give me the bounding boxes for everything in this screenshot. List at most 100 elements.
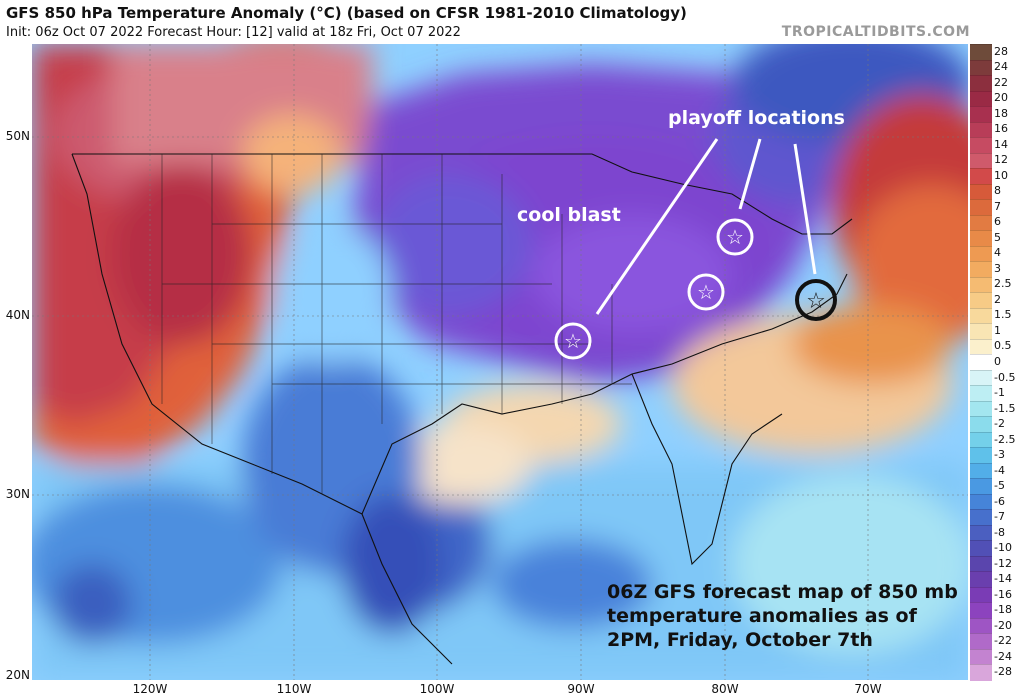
legend-label: 1 xyxy=(994,323,1001,337)
legend-label: -2 xyxy=(994,417,1005,431)
legend-swatch xyxy=(970,230,992,247)
legend-swatch xyxy=(970,152,992,170)
svg-text:☆: ☆ xyxy=(806,289,826,314)
marker-st-louis: ☆ xyxy=(554,322,592,360)
legend-label: -2.5 xyxy=(994,432,1016,446)
legend-swatch xyxy=(970,168,992,185)
legend-label: 16 xyxy=(994,122,1008,136)
svg-text:☆: ☆ xyxy=(564,329,582,353)
legend-label: -18 xyxy=(994,603,1012,617)
lat-label-40n: 40N xyxy=(5,308,30,322)
legend-swatch xyxy=(970,633,992,650)
legend-swatch xyxy=(970,416,992,433)
playoff-locations-label: playoff locations xyxy=(668,107,845,129)
legend-label: -6 xyxy=(994,494,1005,508)
legend-swatch xyxy=(970,44,992,61)
legend-label: 10 xyxy=(994,168,1008,182)
lat-label-20n: 20N xyxy=(5,668,30,682)
legend-swatch xyxy=(970,447,992,464)
color-legend xyxy=(970,44,992,681)
cool-blast-label: cool blast xyxy=(517,204,621,226)
lon-label-120w: 120W xyxy=(132,682,168,696)
legend-swatch xyxy=(970,183,992,201)
legend-label: 1.5 xyxy=(994,308,1012,322)
legend-swatch xyxy=(970,571,992,588)
legend-label: -1 xyxy=(994,386,1005,400)
lon-label-80w: 80W xyxy=(711,682,739,696)
legend-label: -4 xyxy=(994,463,1005,477)
legend-label: 0 xyxy=(994,355,1001,368)
legend-swatch xyxy=(970,137,992,154)
lon-label-90w: 90W xyxy=(567,682,595,696)
caption-line-2: temperature anomalies as of xyxy=(607,605,917,627)
map-title: GFS 850 hPa Temperature Anomaly (°C) (ba… xyxy=(6,4,687,22)
legend-label: -10 xyxy=(994,541,1012,555)
legend-swatch xyxy=(970,478,992,495)
legend-label: 0.5 xyxy=(994,339,1012,353)
legend-label: -20 xyxy=(994,618,1012,632)
caption-line-1: 06Z GFS forecast map of 850 mb xyxy=(607,581,958,603)
legend-label: -16 xyxy=(994,587,1012,601)
legend-swatch xyxy=(970,555,992,573)
legend-label: 24 xyxy=(994,60,1008,74)
legend-label: -12 xyxy=(994,556,1012,570)
legend-label: 6 xyxy=(994,215,1001,229)
legend-label: 18 xyxy=(994,106,1008,120)
legend-swatch xyxy=(970,338,992,356)
svg-text:☆: ☆ xyxy=(697,280,715,304)
legend-label: 2.5 xyxy=(994,277,1012,291)
legend-label: 20 xyxy=(994,91,1008,105)
svg-text:☆: ☆ xyxy=(726,225,744,249)
legend-swatch xyxy=(970,292,992,309)
legend-swatch xyxy=(970,261,992,278)
legend-swatch xyxy=(970,199,992,216)
legend-swatch xyxy=(970,385,992,402)
legend-label: -28 xyxy=(994,665,1012,679)
legend-swatch xyxy=(970,602,992,619)
state-lines xyxy=(161,154,632,494)
legend-swatch xyxy=(970,462,992,480)
annotation-arrows xyxy=(595,138,817,315)
legend-label: 5 xyxy=(994,230,1001,244)
legend-label: -8 xyxy=(994,525,1005,539)
legend-swatch xyxy=(970,664,992,681)
legend-swatch xyxy=(970,323,992,340)
legend-label: -7 xyxy=(994,510,1005,524)
legend-swatch xyxy=(970,354,992,371)
anomaly-map: ☆ ☆ ☆ ☆ xyxy=(32,44,968,680)
lon-label-100w: 100W xyxy=(419,682,455,696)
legend-swatch xyxy=(970,431,992,449)
legend-label: -0.5 xyxy=(994,370,1016,384)
marker-new-york: ☆ xyxy=(795,279,837,321)
lon-label-110w: 110W xyxy=(276,682,312,696)
map-canvas: ☆ ☆ ☆ ☆ xyxy=(32,44,968,680)
legend-label: 14 xyxy=(994,137,1008,151)
legend-label: -14 xyxy=(994,572,1012,586)
legend-swatch xyxy=(970,400,992,418)
legend-label: -5 xyxy=(994,479,1005,493)
graticule xyxy=(32,44,968,680)
legend-label: -1.5 xyxy=(994,401,1016,415)
legend-swatch xyxy=(970,509,992,526)
legend-swatch xyxy=(970,617,992,635)
legend-label: 8 xyxy=(994,184,1001,198)
legend-swatch xyxy=(970,59,992,76)
legend-swatch xyxy=(970,540,992,557)
legend-swatch xyxy=(970,245,992,263)
legend-swatch xyxy=(970,524,992,542)
marker-toronto: ☆ xyxy=(716,218,754,256)
site-brand: TROPICALTIDBITS.COM xyxy=(781,24,970,40)
legend-label: 2 xyxy=(994,292,1001,306)
legend-swatch xyxy=(970,586,992,604)
legend-label: 28 xyxy=(994,44,1008,58)
legend-swatch xyxy=(970,369,992,387)
lat-label-50n: 50N xyxy=(5,129,30,143)
legend-swatch xyxy=(970,121,992,139)
legend-label: 12 xyxy=(994,153,1008,167)
legend-label: 4 xyxy=(994,246,1001,260)
legend-label: 3 xyxy=(994,261,1001,275)
legend-label: -22 xyxy=(994,634,1012,648)
map-subtitle: Init: 06z Oct 07 2022 Forecast Hour: [12… xyxy=(6,25,461,40)
legend-label: 22 xyxy=(994,75,1008,89)
borders xyxy=(71,153,853,665)
